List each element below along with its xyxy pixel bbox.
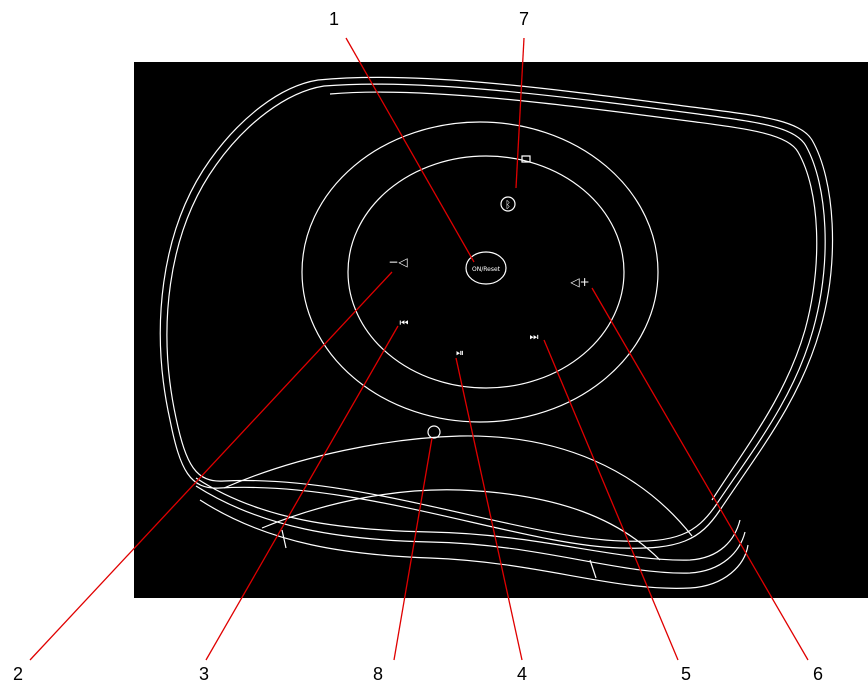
callout-2: 2 (13, 664, 23, 684)
next-track-icon: ⏭ (530, 332, 539, 343)
leader-3 (205, 325, 399, 661)
leader-5 (543, 339, 679, 661)
callout-4: 4 (517, 664, 527, 684)
callout-1: 1 (329, 9, 339, 29)
svg-text:ᛒ: ᛒ (505, 200, 511, 211)
drawing-panel (134, 62, 868, 598)
leader-6 (591, 287, 809, 661)
control-panel (301, 121, 659, 439)
callout-6: 6 (813, 664, 823, 684)
callout-7: 7 (519, 9, 529, 29)
power-reset-label: ON/Reset (472, 266, 501, 273)
leader-7 (515, 37, 525, 189)
bluetooth-icon: ᛒ (500, 155, 531, 212)
previous-track-icon: ⏮ (400, 318, 409, 329)
callout-labels: 1 7 2 3 8 4 5 6 (13, 9, 823, 684)
leader-lines (29, 37, 809, 661)
leader-4 (455, 357, 523, 661)
callout-8: 8 (373, 664, 383, 684)
play-pause-icon: ⏯ (456, 348, 464, 359)
leader-1 (345, 37, 475, 263)
leader-8 (393, 437, 433, 661)
callout-3: 3 (199, 664, 209, 684)
callout-5: 5 (681, 664, 691, 684)
leader-2 (29, 271, 393, 661)
volume-down-icon: −◁ (388, 255, 407, 269)
volume-up-icon: ◁+ (569, 275, 589, 289)
